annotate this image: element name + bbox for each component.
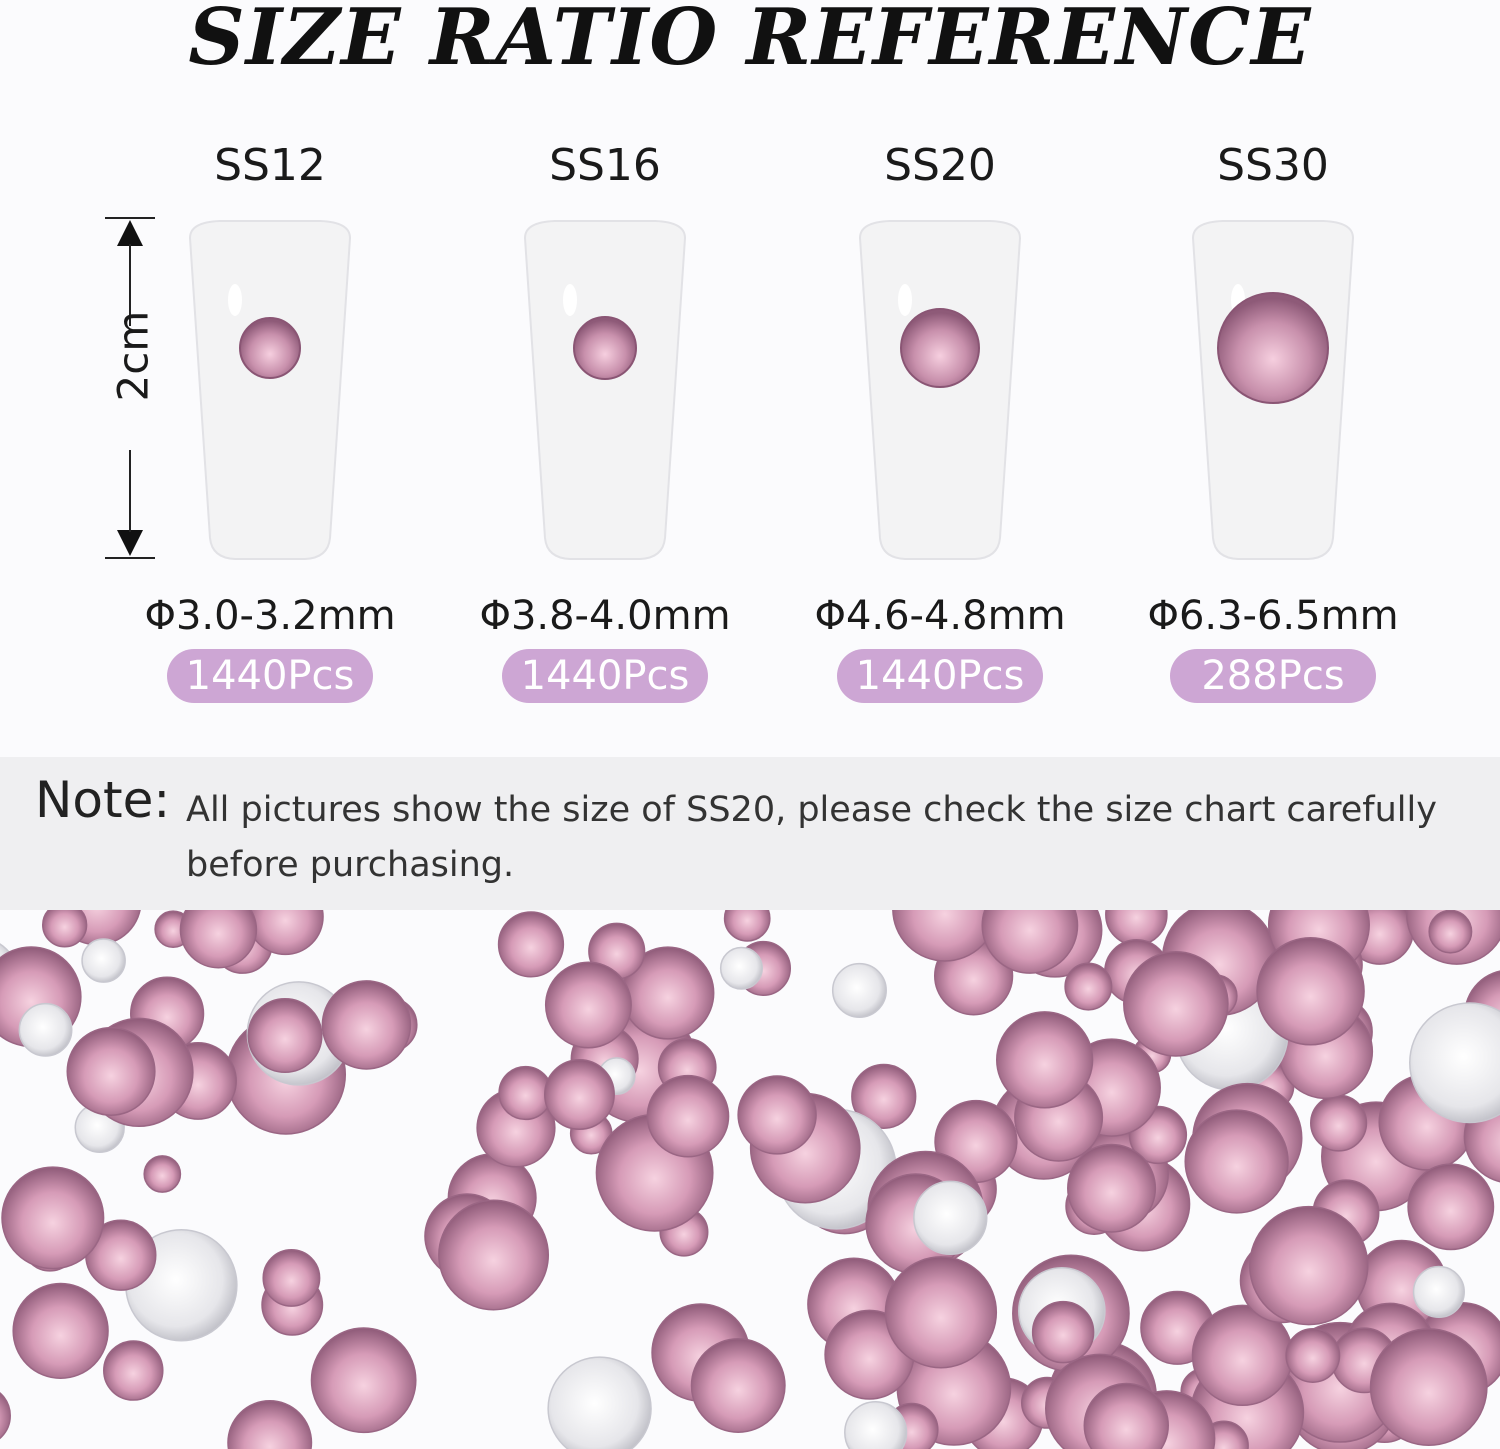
rhinestone [227, 1400, 313, 1449]
rhinestone [310, 1327, 417, 1434]
rhinestone [12, 1282, 109, 1380]
rhinestone [1409, 1002, 1500, 1124]
rhinestone [892, 910, 998, 962]
count-badge: 1440Pcs [502, 649, 708, 703]
size-name: SS12 [214, 140, 326, 191]
diameter-label: Φ6.3-6.5mm [1147, 593, 1399, 639]
rhinestone-icon [900, 308, 980, 388]
count-badge: 288Pcs [1170, 649, 1376, 703]
nail-tip-image [523, 220, 687, 560]
rhinestone [1310, 1094, 1368, 1152]
rhinestone [1249, 1205, 1369, 1326]
rhinestone [913, 1180, 988, 1255]
size-column-ss16: SS16 Φ3.8-4.0mm 1440Pcs [440, 140, 770, 703]
rhinestone [1123, 951, 1229, 1057]
rhinestone [438, 1199, 550, 1311]
rhinestone [41, 910, 88, 948]
size-column-ss30: SS30 Φ6.3-6.5mm 288Pcs [1108, 140, 1438, 703]
rhinestone [543, 1059, 615, 1130]
note-band: Note: All pictures show the size of SS20… [0, 757, 1500, 910]
diameter-label: Φ3.8-4.0mm [479, 593, 731, 639]
nail-tip-image [188, 220, 352, 560]
rhinestone [66, 1026, 156, 1116]
note-label: Note: [35, 771, 171, 829]
rhinestone [321, 980, 412, 1070]
rhinestone [646, 1074, 730, 1158]
rhinestone [544, 961, 632, 1049]
diameter-label: Φ3.0-3.2mm [144, 593, 396, 639]
rhinestone [1428, 910, 1473, 954]
nail-tip-image [1191, 220, 1355, 560]
rhinestone-icon [239, 317, 301, 379]
rhinestone [497, 911, 565, 978]
count-badge: 1440Pcs [837, 649, 1043, 703]
rhinestone [719, 946, 763, 990]
height-ruler [105, 217, 155, 559]
rhinestone [851, 1063, 917, 1129]
size-name: SS20 [884, 140, 996, 191]
rhinestone-icon [573, 316, 637, 380]
note-text: All pictures show the size of SS20, plea… [186, 790, 1437, 885]
count-badge: 1440Pcs [167, 649, 373, 703]
rhinestone [1064, 962, 1113, 1011]
rhinestone [844, 1400, 908, 1449]
rhinestone [1412, 1265, 1465, 1319]
rhinestone [498, 1065, 553, 1121]
rhinestone [247, 998, 323, 1074]
rhinestone [737, 1075, 817, 1155]
diameter-label: Φ4.6-4.8mm [814, 593, 1066, 639]
rhinestone [1083, 1382, 1169, 1449]
rhinestone [103, 1340, 164, 1401]
size-name: SS30 [1217, 140, 1329, 191]
rhinestone [143, 1155, 182, 1193]
rhinestone [723, 910, 771, 942]
rhinestone [1407, 1163, 1495, 1251]
rhinestone [547, 1356, 652, 1449]
rhinestone-icon [1217, 292, 1329, 404]
page-title: SIZE RATIO REFERENCE [188, 0, 1312, 83]
rhinestone [0, 1392, 11, 1440]
rhinestone [1031, 1300, 1095, 1364]
rhinestone [690, 1337, 786, 1433]
size-column-ss12: SS12 Φ3.0-3.2mm 1440Pcs [105, 140, 435, 703]
rhinestone [81, 938, 126, 983]
rhinestone [981, 910, 1079, 974]
rhinestone [884, 1256, 998, 1369]
size-column-ss20: SS20 Φ4.6-4.8mm 1440Pcs [775, 140, 1105, 703]
rhinestone [1067, 1143, 1157, 1233]
rhinestone [1256, 937, 1365, 1046]
rhinestones-photo [0, 910, 1500, 1449]
size-name: SS16 [549, 140, 661, 191]
rhinestone [995, 1011, 1094, 1109]
rhinestone [18, 1002, 73, 1057]
nail-tip-image [858, 220, 1022, 560]
rhinestone [831, 962, 887, 1018]
rhinestone [1, 1166, 105, 1270]
rhinestone [1285, 1328, 1341, 1383]
rhinestone [1184, 1109, 1289, 1214]
rhinestone [262, 1248, 321, 1307]
rhinestone [1369, 1328, 1488, 1446]
rhinestone [179, 910, 258, 969]
